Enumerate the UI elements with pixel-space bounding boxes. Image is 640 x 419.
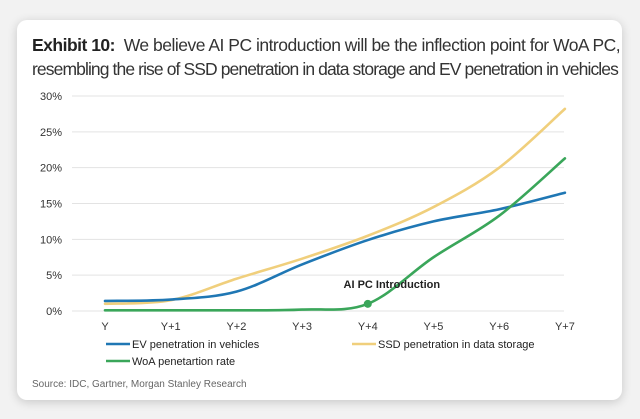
source-note: Source: IDC, Gartner, Morgan Stanley Res… [32,379,247,390]
exhibit-label: Exhibit 10: [32,35,116,55]
legend-label: SSD penetration in data storage [378,339,535,351]
exhibit-card [17,20,622,400]
x-tick-label: Y+7 [555,321,575,333]
x-tick-label: Y+5 [424,321,444,333]
x-tick-label: Y+1 [161,321,181,333]
x-tick-label: Y+2 [226,321,246,333]
x-tick-label: Y [101,321,109,333]
title-line-2: resembling the rise of SSD penetration i… [32,59,619,79]
y-tick-label: 30% [40,91,62,103]
y-tick-label: 0% [46,306,62,318]
annotation-label: AI PC Introduction [344,279,441,291]
y-tick-label: 10% [40,234,62,246]
series-line-1 [103,107,567,306]
annotation-marker [363,299,372,308]
exhibit-title: Exhibit 10: We believe AI PC introductio… [32,33,621,81]
y-tick-label: 5% [46,270,62,282]
x-tick-label: Y+4 [358,321,378,333]
legend-label: WoA penetartion rate [132,356,235,368]
series-line-2 [103,157,567,312]
legend-label: EV penetration in vehicles [132,339,260,351]
y-tick-label: 20% [40,163,62,175]
y-tick-label: 15% [40,199,62,211]
x-tick-label: Y+3 [292,321,312,333]
title-line-1: We believe AI PC introduction will be th… [123,35,621,55]
x-tick-label: Y+6 [489,321,509,333]
series-line-0 [103,191,567,303]
y-tick-label: 25% [40,127,62,139]
